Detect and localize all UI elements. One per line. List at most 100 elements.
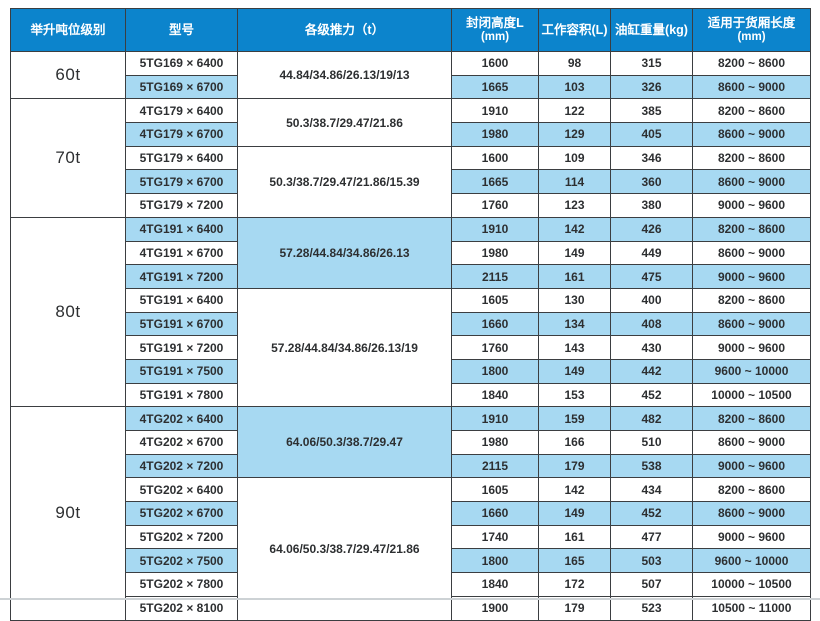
volume-cell: 103 xyxy=(538,74,611,100)
col-header-closed-height: 封闭高度L (mm) xyxy=(451,8,539,52)
weight-cell: 430 xyxy=(610,335,693,360)
height-cell: 2115 xyxy=(451,453,539,479)
height-cell: 1605 xyxy=(451,477,539,503)
range-cell: 8600 ~ 9000 xyxy=(692,74,811,100)
weight-cell: 538 xyxy=(610,453,693,479)
volume-cell: 98 xyxy=(538,51,611,76)
table-row: 5TG202 × 7200 1740 161 477 9000 ~ 9600 xyxy=(11,524,811,550)
range-cell: 8600 ~ 9000 xyxy=(692,122,811,147)
weight-cell: 405 xyxy=(610,122,693,147)
thrust-cell: 44.84/34.86/26.13/19/13 xyxy=(237,50,452,100)
height-cell: 1800 xyxy=(451,358,539,384)
weight-cell: 452 xyxy=(610,382,693,408)
volume-cell: 166 xyxy=(538,430,611,455)
thrust-cell: 57.28/44.84/34.86/26.13 xyxy=(237,216,452,289)
volume-cell: 161 xyxy=(538,264,611,289)
height-cell: 1665 xyxy=(451,169,539,195)
height-cell: 1600 xyxy=(451,51,539,76)
volume-cell: 114 xyxy=(538,169,611,195)
col-header-working-volume: 工作容积(L) xyxy=(538,8,611,52)
page-bottom-divider xyxy=(0,598,820,600)
height-cell: 1660 xyxy=(451,501,539,526)
range-cell: 9000 ~ 9600 xyxy=(692,264,811,289)
weight-cell: 360 xyxy=(610,169,693,195)
header-unit-label: (mm) xyxy=(480,30,510,43)
weight-cell: 507 xyxy=(610,572,693,597)
model-cell: 4TG202 × 6700 xyxy=(125,430,238,455)
volume-cell: 143 xyxy=(538,335,611,360)
volume-cell: 123 xyxy=(538,193,611,218)
range-cell: 8200 ~ 8600 xyxy=(692,406,811,431)
model-cell: 5TG169 × 6400 xyxy=(125,51,238,76)
volume-cell: 172 xyxy=(538,572,611,597)
range-cell: 8600 ~ 9000 xyxy=(692,311,811,337)
table-row: 4TG202 × 7200 2115 179 538 9000 ~ 9600 xyxy=(11,453,811,479)
height-cell: 1760 xyxy=(451,193,539,218)
table-body: 60t 5TG169 × 6400 44.84/34.86/26.13/19/13 1… xyxy=(10,50,811,621)
tonnage-cell: 80t xyxy=(10,216,126,408)
range-cell: 9000 ~ 9600 xyxy=(692,453,811,479)
height-cell: 1910 xyxy=(451,216,539,242)
volume-cell: 130 xyxy=(538,287,611,313)
col-header-cargo-length: 适用于货厢长度 (mm) xyxy=(692,8,811,52)
col-header-tonnage: 举升吨位级别 xyxy=(10,8,126,52)
header-label: 油缸重量(kg) xyxy=(615,22,688,37)
weight-cell: 326 xyxy=(610,74,693,100)
table-row: 5TG202 × 6400 64.06/50.3/38.7/29.47/21.86… xyxy=(11,477,811,621)
table-row: 60t 5TG169 × 6400 44.84/34.86/26.13/19/13 1… xyxy=(10,50,811,100)
range-cell: 9600 ~ 10000 xyxy=(692,548,811,574)
range-cell: 9600 ~ 10000 xyxy=(692,358,811,384)
model-cell: 4TG179 × 6700 xyxy=(125,122,238,147)
header-label: 型号 xyxy=(168,22,194,37)
table-row: 5TG202 × 7500 1800 165 503 9600 ~ 10000 xyxy=(11,548,811,574)
table-row: 70t 4TG179 × 6400 50.3/38.7/29.47/21.86 191… xyxy=(10,98,811,218)
header-unit-label: (mm) xyxy=(737,30,766,43)
range-cell: 8200 ~ 8600 xyxy=(692,98,811,124)
header-label: 工作容积(L) xyxy=(541,22,608,37)
weight-cell: 400 xyxy=(610,287,693,313)
range-cell: 9000 ~ 9600 xyxy=(692,335,811,360)
model-cell: 4TG202 × 6400 xyxy=(125,406,238,431)
model-cell: 5TG202 × 7200 xyxy=(125,524,238,550)
height-cell: 1800 xyxy=(451,548,539,574)
volume-cell: 109 xyxy=(538,145,611,171)
model-cell: 4TG191 × 7200 xyxy=(125,264,238,289)
tonnage-cell: 90t xyxy=(10,406,126,621)
model-cell: 4TG202 × 7200 xyxy=(125,453,238,479)
table-row: 4TG191 × 7200 2115 161 475 9000 ~ 9600 xyxy=(11,264,811,289)
header-label: 封闭高度L xyxy=(466,15,524,30)
model-cell: 5TG202 × 6700 xyxy=(125,501,238,526)
thrust-cell: 57.28/44.84/34.86/26.13/19 xyxy=(237,287,452,408)
height-cell: 1660 xyxy=(451,311,539,337)
table-row: 80t 4TG191 × 6400 57.28/44.84/34.86/26.13 1… xyxy=(10,216,811,408)
height-cell: 1840 xyxy=(451,382,539,408)
model-cell: 4TG191 × 6700 xyxy=(125,240,238,266)
table-row: 5TG191 × 6700 1660 134 408 8600 ~ 9000 xyxy=(11,311,811,337)
weight-cell: 434 xyxy=(610,477,693,503)
weight-cell: 442 xyxy=(610,358,693,384)
volume-cell: 149 xyxy=(538,240,611,266)
range-cell: 8200 ~ 8600 xyxy=(692,145,811,171)
range-cell: 9000 ~ 9600 xyxy=(692,193,811,218)
weight-cell: 452 xyxy=(610,501,693,526)
table-row: 5TG202 × 7800 1840 172 507 10000 ~ 10500 xyxy=(11,572,811,597)
table-header: 举升吨位级别 型号 各级推力（t） 封闭高度L (mm) 工作容积(L) 油缸重量(kg) 适… xyxy=(10,8,811,52)
model-cell: 5TG191 × 6400 xyxy=(125,287,238,313)
table-row: 4TG202 × 6700 1980 166 510 8600 ~ 9000 xyxy=(11,430,811,455)
model-cell: 4TG179 × 6400 xyxy=(125,98,238,124)
spec-table-page: 举升吨位级别 型号 各级推力（t） 封闭高度L (mm) 工作容积(L) 油缸重量(kg) 适… xyxy=(0,8,820,621)
model-cell: 5TG202 × 7500 xyxy=(125,548,238,574)
table-row: 5TG202 × 6700 1660 149 452 8600 ~ 9000 xyxy=(11,501,811,526)
thrust-cell: 64.06/50.3/38.7/29.47/21.86 xyxy=(237,477,452,621)
header-row: 举升吨位级别 型号 各级推力（t） 封闭高度L (mm) 工作容积(L) 油缸重量(kg) 适… xyxy=(10,8,811,52)
model-cell: 5TG169 × 6700 xyxy=(125,74,238,100)
table-row: 5TG179 × 6400 50.3/38.7/29.47/21.86/15.39… xyxy=(11,145,811,218)
range-cell: 10000 ~ 10500 xyxy=(692,382,811,408)
table-row: 5TG191 × 7200 1760 143 430 9000 ~ 9600 xyxy=(11,335,811,360)
weight-cell: 449 xyxy=(610,240,693,266)
range-cell: 8600 ~ 9000 xyxy=(692,501,811,526)
tonnage-cell: 60t xyxy=(10,50,126,100)
weight-cell: 346 xyxy=(610,145,693,171)
range-cell: 9000 ~ 9600 xyxy=(692,524,811,550)
weight-cell: 475 xyxy=(610,264,693,289)
